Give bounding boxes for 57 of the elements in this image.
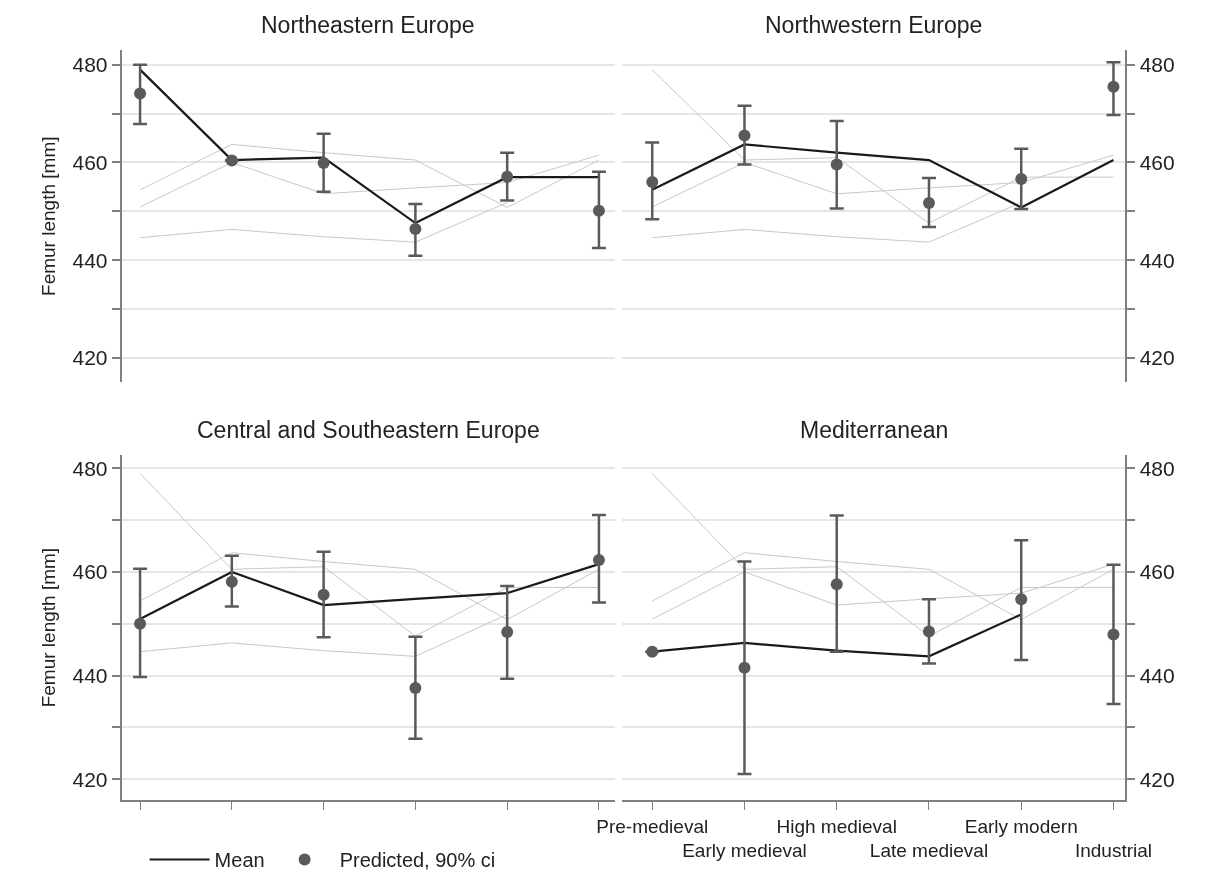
y-axis-title: Femur length [mm] [37, 136, 59, 296]
chart-title: Northeastern Europe [261, 12, 475, 38]
point [1107, 80, 1120, 93]
y-tick-label: 420 [1139, 767, 1175, 791]
y-tick-label: 440 [72, 248, 108, 272]
y-tick-label: 460 [1139, 560, 1175, 584]
x-tick-label: Industrial [1074, 840, 1153, 862]
y-tick-label: 460 [72, 560, 108, 584]
x-tick-label: Early modern [964, 815, 1078, 837]
y-tick-label: 420 [72, 767, 108, 791]
point [646, 645, 659, 658]
point [501, 170, 514, 183]
chart-title: Mediterranean [800, 417, 949, 443]
point [134, 87, 147, 100]
point [646, 176, 659, 189]
chart-title: Central and Southeastern Europe [197, 417, 540, 443]
chart-title: Northwestern Europe [765, 12, 983, 38]
y-tick-label: 480 [1139, 53, 1175, 77]
y-axis-title: Femur length [mm] [37, 547, 59, 708]
point [738, 661, 751, 674]
point [317, 156, 330, 169]
x-tick-label: Late medieval [869, 840, 989, 862]
point [830, 578, 843, 591]
point [501, 626, 514, 639]
y-tick-label: 460 [1139, 150, 1175, 174]
y-tick-label: 480 [72, 456, 108, 480]
point [317, 588, 330, 601]
point [830, 158, 843, 171]
point [922, 625, 935, 638]
point [409, 222, 422, 235]
y-tick-label: 480 [72, 53, 108, 77]
y-tick-label: 440 [1139, 248, 1175, 272]
legend-label: Mean [214, 849, 265, 872]
point [592, 204, 605, 217]
x-tick-label: High medieval [776, 815, 897, 837]
y-tick-label: 420 [1139, 346, 1175, 370]
point [1107, 628, 1120, 641]
point [738, 129, 751, 142]
y-tick-label: 420 [72, 346, 108, 370]
point [225, 154, 238, 167]
line-series [651, 69, 1114, 224]
point [225, 575, 238, 588]
y-tick-label: 460 [72, 150, 108, 174]
x-tick-label: Pre-medieval [596, 815, 709, 837]
y-tick-label: 440 [72, 663, 108, 687]
point [592, 553, 605, 566]
point [1015, 593, 1028, 606]
line-series [651, 202, 1022, 243]
point [922, 197, 935, 210]
legend-label: Predicted, 90% ci [339, 849, 496, 872]
x-tick-label: Early medieval [682, 840, 807, 862]
line-series [139, 472, 600, 637]
point [409, 681, 422, 694]
point [1015, 173, 1028, 186]
y-tick-label: 480 [1139, 456, 1175, 480]
y-tick-label: 440 [1139, 663, 1175, 687]
point [134, 617, 147, 630]
